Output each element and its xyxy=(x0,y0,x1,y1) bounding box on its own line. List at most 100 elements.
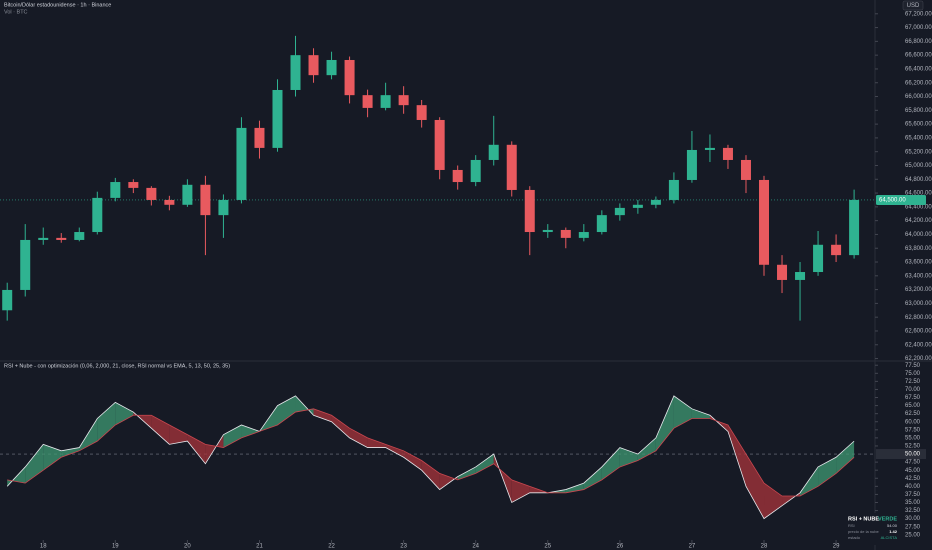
x-tick-label: 25 xyxy=(544,544,551,550)
symbol-title: Bitcoin/Dólar estadounidense · 1h · Bina… xyxy=(4,2,111,8)
cloud-segment xyxy=(151,415,170,445)
candle-body xyxy=(398,95,409,106)
cloud-segment xyxy=(836,441,855,474)
y-tick-label: 60.00 xyxy=(905,419,921,425)
currency-box[interactable] xyxy=(902,0,924,11)
cloud-segment xyxy=(421,460,440,490)
currency[interactable]: USD xyxy=(907,3,920,9)
cloud-segment xyxy=(475,454,494,474)
candle-body xyxy=(56,237,67,240)
y-tick-label: 47.50 xyxy=(905,460,921,466)
candle-body xyxy=(759,179,770,265)
cloud-segment xyxy=(97,402,116,442)
candle-body xyxy=(290,55,301,90)
cloud-segment xyxy=(241,424,260,438)
y-tick-label: 64,400.00 xyxy=(905,204,932,210)
y-tick-label: 37.50 xyxy=(905,492,921,498)
candle-body xyxy=(632,204,643,208)
x-tick-label: 28 xyxy=(761,544,768,550)
y-tick-label: 67,000.00 xyxy=(905,25,932,31)
candle-body xyxy=(650,199,661,205)
status-table: RSI + NUBE VERDE RSI 54.00 precio de la … xyxy=(843,513,903,545)
y-tick-label: 35.00 xyxy=(905,500,921,506)
cloud-segment xyxy=(673,395,692,429)
table-value: ALCISTA xyxy=(881,535,898,540)
candle-body xyxy=(506,144,517,190)
last-price-label: 64,500.00 xyxy=(879,198,906,204)
y-tick-label: 70.00 xyxy=(905,387,921,393)
table-bg xyxy=(843,513,903,545)
candle-body xyxy=(182,184,193,205)
table-title: RSI + NUBE xyxy=(848,516,879,522)
cloud-segment xyxy=(764,483,783,519)
candle-body xyxy=(92,197,103,233)
x-tick-label: 24 xyxy=(472,544,479,550)
cloud-segment xyxy=(115,402,134,425)
y-tick-label: 66,000.00 xyxy=(905,94,932,100)
indicator-title: RSI + Nube - con optimización (0,06, 2,0… xyxy=(4,363,230,369)
cloud-segment xyxy=(619,447,638,467)
rsi-line xyxy=(7,408,855,497)
candle-body xyxy=(110,182,121,198)
y-tick-label: 57.50 xyxy=(905,427,921,433)
y-tick-label: 62,600.00 xyxy=(905,329,932,335)
y-tick-label: 62,200.00 xyxy=(905,356,932,362)
candle-body xyxy=(488,144,499,160)
cloud-segment xyxy=(691,408,710,419)
candle-body xyxy=(777,264,788,280)
y-tick-label: 64,800.00 xyxy=(905,177,932,183)
y-tick-label: 65,000.00 xyxy=(905,163,932,169)
cloud-segment xyxy=(349,428,368,448)
cloud-segment xyxy=(79,418,98,451)
y-tick-label: 62,400.00 xyxy=(905,342,932,348)
cloud-segment xyxy=(313,408,332,422)
x-tick-label: 29 xyxy=(833,544,840,550)
table-value: 1.42 xyxy=(889,529,898,534)
candle-body xyxy=(20,239,31,290)
x-tick-label: 26 xyxy=(617,544,624,550)
candle-body xyxy=(686,149,697,180)
cloud-segment xyxy=(331,415,350,438)
cloud-segment xyxy=(439,473,458,490)
cloud-segment xyxy=(583,466,602,490)
y-tick-label: 63,000.00 xyxy=(905,301,932,307)
y-tick-label: 40.00 xyxy=(905,484,921,490)
candle-body xyxy=(668,179,679,200)
candle-body xyxy=(849,199,860,256)
candle-body xyxy=(254,127,265,148)
volume-title: Vol · BTC xyxy=(4,9,28,15)
candle-body xyxy=(416,105,427,120)
candle-body xyxy=(813,244,824,273)
candle-body xyxy=(326,59,337,76)
x-tick-label: 20 xyxy=(184,544,191,550)
y-tick-label: 63,600.00 xyxy=(905,260,932,266)
candle-body xyxy=(236,127,247,200)
candle-body xyxy=(542,229,553,233)
cloud-segment xyxy=(25,444,44,484)
candle-body xyxy=(164,199,175,205)
y-tick-label: 65,400.00 xyxy=(905,135,932,141)
x-tick-label: 19 xyxy=(112,544,119,550)
x-tick-label: 18 xyxy=(40,544,47,550)
candle-body xyxy=(128,182,139,188)
candle-body xyxy=(434,119,445,170)
y-tick-label: 67.50 xyxy=(905,395,921,401)
candle-body xyxy=(380,95,391,108)
cloud-segment xyxy=(277,395,296,425)
y-tick-label: 65.00 xyxy=(905,403,921,409)
cloud-segment xyxy=(385,444,404,458)
cloud-segment xyxy=(727,424,746,487)
y-tick-label: 77.50 xyxy=(905,363,921,369)
y-tick-label: 62,800.00 xyxy=(905,315,932,321)
cloud-segment xyxy=(457,466,476,480)
rsi-line xyxy=(6,395,855,520)
candle-body xyxy=(2,289,13,311)
x-tick-label: 23 xyxy=(400,544,407,550)
y-tick-label: 42.50 xyxy=(905,476,921,482)
y-tick-label: 64,000.00 xyxy=(905,232,932,238)
y-tick-label: 72.50 xyxy=(905,379,921,385)
y-tick-label: 63,200.00 xyxy=(905,287,932,293)
cloud-segment xyxy=(800,466,819,497)
